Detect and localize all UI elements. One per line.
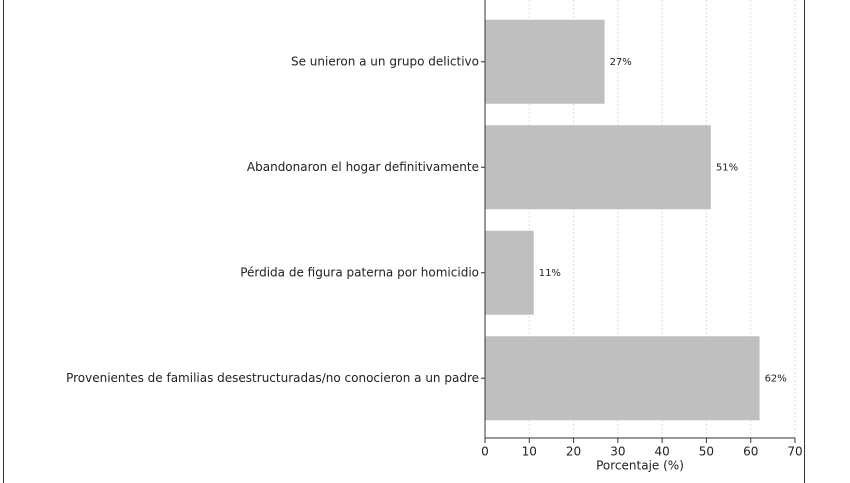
x-tick-label: 0 <box>481 445 489 459</box>
x-tick-label: 20 <box>566 445 581 459</box>
x-tick-label: 30 <box>610 445 625 459</box>
bar <box>485 336 760 421</box>
x-tick-label: 70 <box>787 445 802 459</box>
y-tick-label: Provenientes de familias desestructurada… <box>66 371 479 385</box>
value-label: 27% <box>610 57 632 68</box>
y-tick-label: Abandonaron el hogar definitivamente <box>247 160 479 174</box>
y-tick-label: Se unieron a un grupo delictivo <box>291 54 479 68</box>
value-label: 11% <box>539 268 561 279</box>
x-tick-label: 50 <box>699 445 714 459</box>
x-axis-label: Porcentaje (%) <box>596 459 684 473</box>
bar <box>485 19 605 104</box>
bar <box>485 230 534 315</box>
bar <box>485 125 711 210</box>
x-tick-label: 60 <box>743 445 758 459</box>
x-tick-label: 10 <box>522 445 537 459</box>
value-label: 51% <box>716 162 738 173</box>
y-tick-label: Pérdida de figura paterna por homicidio <box>240 265 479 279</box>
value-label: 62% <box>765 373 787 384</box>
x-tick-label: 40 <box>655 445 670 459</box>
